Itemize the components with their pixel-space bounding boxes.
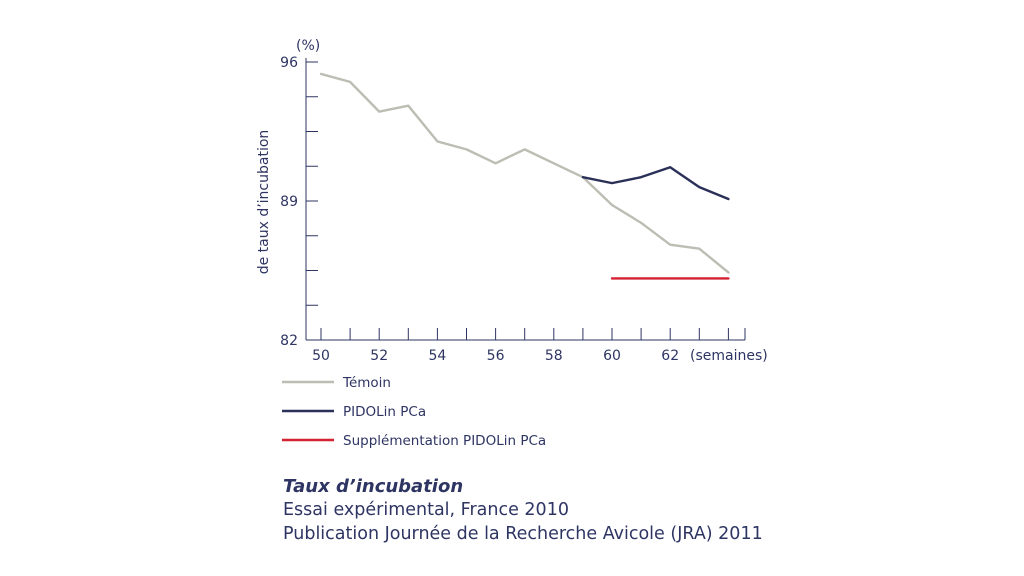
x-tick-label: 62: [661, 348, 679, 364]
x-tick-label: 52: [370, 348, 388, 364]
caption-line-1: Essai expérimental, France 2010: [283, 500, 569, 520]
legend: Témoin PIDOLin PCa Supplémentation PIDOLin…: [282, 375, 546, 449]
y-tick-label: 82: [280, 333, 298, 349]
series-layer: [319, 72, 730, 280]
y-axis-title: de taux d’incubation: [256, 130, 272, 275]
axes: 96 89 82 (%) 50 52 54 56 58 60 62 (semaines) de taux…: [256, 38, 768, 364]
series-line-0: [319, 72, 730, 274]
x-tick-label: 56: [487, 348, 505, 364]
x-tick-label: 60: [603, 348, 621, 364]
y-tick-label: 96: [280, 55, 298, 71]
series-line-1: [581, 166, 730, 201]
caption-line-2: Publication Journée de la Recherche Avic…: [283, 524, 763, 544]
legend-label: PIDOLin PCa: [343, 404, 426, 420]
y-tick-label: 89: [280, 194, 298, 210]
y-unit-label: (%): [296, 38, 320, 54]
legend-label: Supplémentation PIDOLin PCa: [343, 433, 546, 449]
x-tick-label: 54: [428, 348, 446, 364]
x-unit-label: (semaines): [690, 348, 768, 364]
legend-label: Témoin: [342, 375, 391, 391]
x-tick-label: 58: [545, 348, 563, 364]
x-tick-label: 50: [312, 348, 330, 364]
caption-title: Taux d’incubation: [283, 476, 464, 497]
